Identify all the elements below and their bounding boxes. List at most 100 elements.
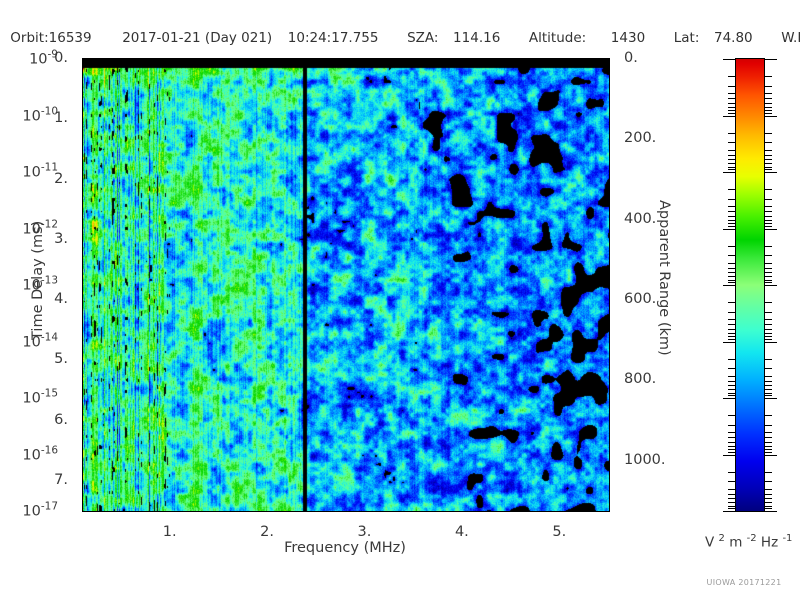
x-major-tick bbox=[171, 511, 172, 512]
x-top-minor-tick bbox=[239, 58, 240, 59]
colorbar-minor-tick-left bbox=[728, 163, 736, 165]
colorbar-minor-tick-right bbox=[764, 106, 772, 108]
x-minor-tick bbox=[473, 511, 474, 512]
x-top-minor-tick bbox=[336, 58, 337, 59]
y-minor-tick bbox=[82, 433, 83, 434]
spectrogram-plot-area bbox=[82, 58, 610, 512]
colorbar-minor-tick-left bbox=[728, 223, 736, 225]
x-minor-tick bbox=[434, 511, 435, 512]
x-minor-tick bbox=[288, 511, 289, 512]
colorbar-minor-tick-right bbox=[764, 498, 772, 500]
x-minor-tick bbox=[210, 511, 211, 512]
y-minor-tick bbox=[82, 445, 83, 446]
colorbar-minor-tick-right bbox=[764, 215, 772, 217]
y-tick-label: 0. bbox=[54, 50, 68, 66]
x-top-minor-tick bbox=[132, 58, 133, 59]
x-tick-label: 2. bbox=[260, 524, 274, 540]
x-minor-tick bbox=[590, 511, 591, 512]
colorbar-minor-tick-right bbox=[764, 311, 772, 313]
colorbar-minor-tick-left bbox=[728, 493, 736, 495]
x-minor-tick bbox=[492, 511, 493, 512]
colorbar-tick-label: 10-15 bbox=[22, 387, 58, 407]
x-top-minor-tick bbox=[473, 58, 474, 59]
colorbar-minor-tick-right bbox=[764, 149, 772, 151]
x-top-minor-tick bbox=[102, 58, 103, 59]
x-major-tick bbox=[268, 511, 269, 512]
colorbar-minor-tick-right bbox=[764, 76, 772, 77]
colorbar-tick-label: 10-14 bbox=[22, 331, 58, 350]
x-minor-tick bbox=[502, 511, 503, 512]
x-top-minor-tick bbox=[180, 58, 181, 59]
x-minor-tick bbox=[297, 511, 298, 512]
colorbar-tick-label: 10-13 bbox=[22, 274, 58, 294]
x-minor-tick bbox=[551, 511, 552, 512]
x-top-minor-tick bbox=[492, 58, 493, 59]
x-major-tick bbox=[463, 511, 464, 512]
x-minor-tick bbox=[414, 511, 415, 512]
x-top-minor-tick bbox=[443, 58, 444, 59]
y-minor-tick bbox=[82, 143, 83, 144]
colorbar-minor-tick-left bbox=[728, 375, 736, 377]
y2-major-tick bbox=[609, 220, 610, 221]
colorbar-minor-tick-right bbox=[764, 441, 772, 443]
colorbar-major-tick-right bbox=[764, 172, 777, 173]
y-minor-tick bbox=[82, 336, 83, 337]
x-minor-tick bbox=[521, 511, 522, 512]
colorbar-minor-tick-right bbox=[764, 471, 772, 473]
colorbar-minor-tick-right bbox=[764, 319, 772, 321]
header-info-bar: Orbit:16539 2017-01-21 (Day 021) 10:24:1… bbox=[0, 30, 800, 50]
colorbar-minor-tick-left bbox=[728, 110, 736, 112]
colorbar-minor-tick-left bbox=[728, 319, 736, 321]
colorbar-minor-tick-right bbox=[764, 385, 772, 387]
colorbar-minor-tick-left bbox=[728, 76, 736, 77]
y2-major-tick bbox=[609, 139, 610, 140]
x-minor-tick bbox=[375, 511, 376, 512]
x-major-tick bbox=[365, 511, 366, 512]
x-top-minor-tick bbox=[219, 58, 220, 59]
x-tick-label: 3. bbox=[357, 524, 372, 540]
colorbar-minor-tick-left bbox=[728, 302, 736, 303]
header-orbit: Orbit:16539 bbox=[10, 30, 92, 46]
y-minor-tick bbox=[82, 107, 83, 108]
colorbar-major-tick-left bbox=[723, 172, 736, 173]
x-minor-tick bbox=[229, 511, 230, 512]
x-top-minor-tick bbox=[551, 58, 552, 59]
colorbar-minor-tick-left bbox=[728, 198, 736, 200]
x-top-minor-tick bbox=[93, 58, 94, 59]
x-minor-tick bbox=[327, 511, 328, 512]
colorbar-minor-tick-right bbox=[764, 493, 772, 495]
colorbar-minor-tick-left bbox=[728, 471, 736, 473]
y-major-tick bbox=[82, 59, 83, 60]
colorbar-minor-tick-left bbox=[728, 311, 736, 313]
y-minor-tick bbox=[82, 83, 83, 84]
colorbar-minor-tick-left bbox=[728, 424, 736, 426]
x-top-minor-tick bbox=[297, 58, 298, 59]
y-tick-label: 7. bbox=[54, 471, 68, 488]
colorbar-minor-tick-right bbox=[764, 142, 772, 144]
y2-minor-tick bbox=[609, 340, 610, 341]
colorbar-minor-tick-left bbox=[728, 488, 736, 490]
x-minor-tick bbox=[307, 511, 308, 512]
y2-tick-label: 800. bbox=[624, 371, 657, 388]
y-minor-tick bbox=[82, 131, 83, 132]
colorbar-tick-label: 10-17 bbox=[22, 500, 58, 520]
x-top-minor-tick bbox=[502, 58, 503, 59]
colorbar-major-tick-left bbox=[723, 511, 736, 512]
x-minor-tick bbox=[258, 511, 259, 512]
x-top-minor-tick bbox=[541, 58, 542, 59]
y2-tick-label: 0. bbox=[624, 50, 638, 66]
x-minor-tick bbox=[249, 511, 250, 512]
x-top-minor-tick bbox=[375, 58, 376, 59]
y-minor-tick bbox=[82, 348, 83, 349]
colorbar-minor-tick-left bbox=[728, 380, 736, 382]
colorbar-minor-tick-right bbox=[764, 282, 772, 284]
x-axis-title: Frequency (MHz) bbox=[284, 540, 406, 556]
header-wlon-label: W.Lon: bbox=[781, 30, 800, 46]
colorbar-major-tick-right bbox=[764, 454, 777, 456]
y-major-tick bbox=[82, 360, 83, 361]
colorbar-minor-tick-right bbox=[764, 424, 772, 426]
colorbar-minor-tick-right bbox=[764, 198, 772, 200]
colorbar-minor-tick-right bbox=[764, 154, 772, 156]
x-minor-tick bbox=[346, 511, 347, 512]
colorbar-minor-tick-right bbox=[764, 225, 772, 227]
